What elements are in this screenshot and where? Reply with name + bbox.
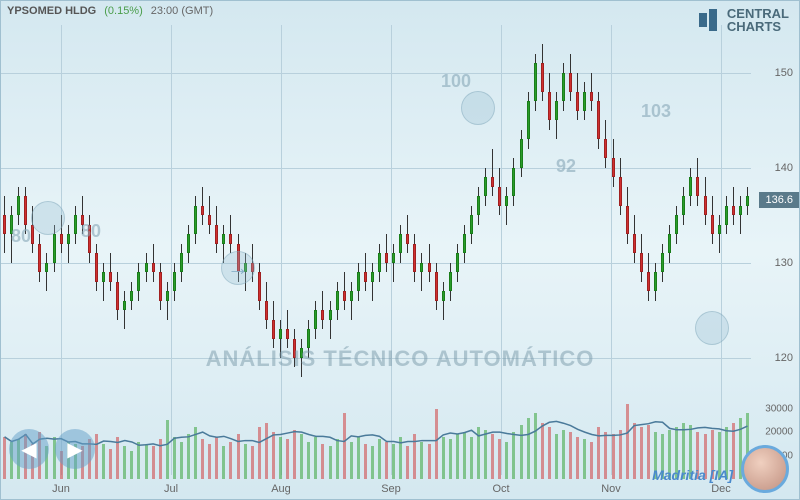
ticker-symbol: YPSOMED HLDG [7, 5, 96, 17]
percent-change: (0.15%) [104, 5, 143, 17]
nav-controls: ◀ ▶ [9, 429, 95, 469]
logo-icon [699, 9, 721, 31]
timestamp: 23:00 (GMT) [151, 5, 213, 17]
logo-text-2: CHARTS [727, 20, 789, 33]
watermark-icon [695, 311, 729, 345]
watermark-icon [31, 201, 65, 235]
chart-header: YPSOMED HLDG (0.15%) 23:00 (GMT) [7, 5, 213, 17]
watermark-icon [461, 91, 495, 125]
price-axis: 120130140150136.6 [751, 25, 799, 405]
nav-next-button[interactable]: ▶ [55, 429, 95, 469]
watermark-icon: → [221, 251, 255, 285]
nav-prev-button[interactable]: ◀ [9, 429, 49, 469]
volume-ma-line [1, 399, 751, 479]
chart-container: YPSOMED HLDG (0.15%) 23:00 (GMT) CENTRAL… [0, 0, 800, 500]
assistant-label: Madritia [IA] [652, 467, 733, 483]
brand-logo: CENTRAL CHARTS [699, 7, 789, 33]
assistant-avatar[interactable] [741, 445, 789, 493]
watermark-text: ANÁLISIS TÉCNICO AUTOMÁTICO [206, 346, 595, 372]
